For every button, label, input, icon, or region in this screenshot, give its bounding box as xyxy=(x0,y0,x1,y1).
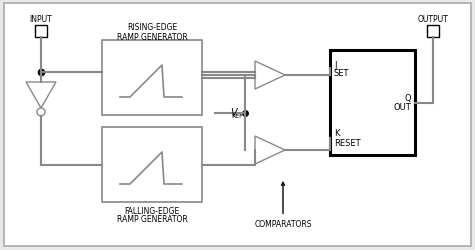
Text: K: K xyxy=(334,129,340,138)
Text: INPUT: INPUT xyxy=(29,15,52,24)
Bar xyxy=(102,41,202,116)
Text: V: V xyxy=(230,108,237,118)
Text: RAMP GENERATOR: RAMP GENERATOR xyxy=(117,32,187,41)
Text: Q: Q xyxy=(404,94,411,102)
Text: FALLING-EDGE: FALLING-EDGE xyxy=(124,206,180,215)
Text: RESET: RESET xyxy=(334,138,361,147)
Text: OUTPUT: OUTPUT xyxy=(418,15,448,24)
Bar xyxy=(35,26,47,38)
Text: COMPARATORS: COMPARATORS xyxy=(254,182,312,228)
Text: OUT: OUT xyxy=(393,102,411,112)
Text: J: J xyxy=(334,60,336,69)
Bar xyxy=(330,51,415,156)
Polygon shape xyxy=(26,83,56,108)
Bar xyxy=(102,128,202,202)
Polygon shape xyxy=(255,136,285,164)
Bar xyxy=(427,26,439,38)
Text: RISING-EDGE: RISING-EDGE xyxy=(127,24,177,32)
Polygon shape xyxy=(255,62,285,90)
Text: REF: REF xyxy=(231,113,243,118)
Text: RAMP GENERATOR: RAMP GENERATOR xyxy=(117,214,187,223)
Circle shape xyxy=(37,108,45,116)
Text: SET: SET xyxy=(334,69,350,78)
